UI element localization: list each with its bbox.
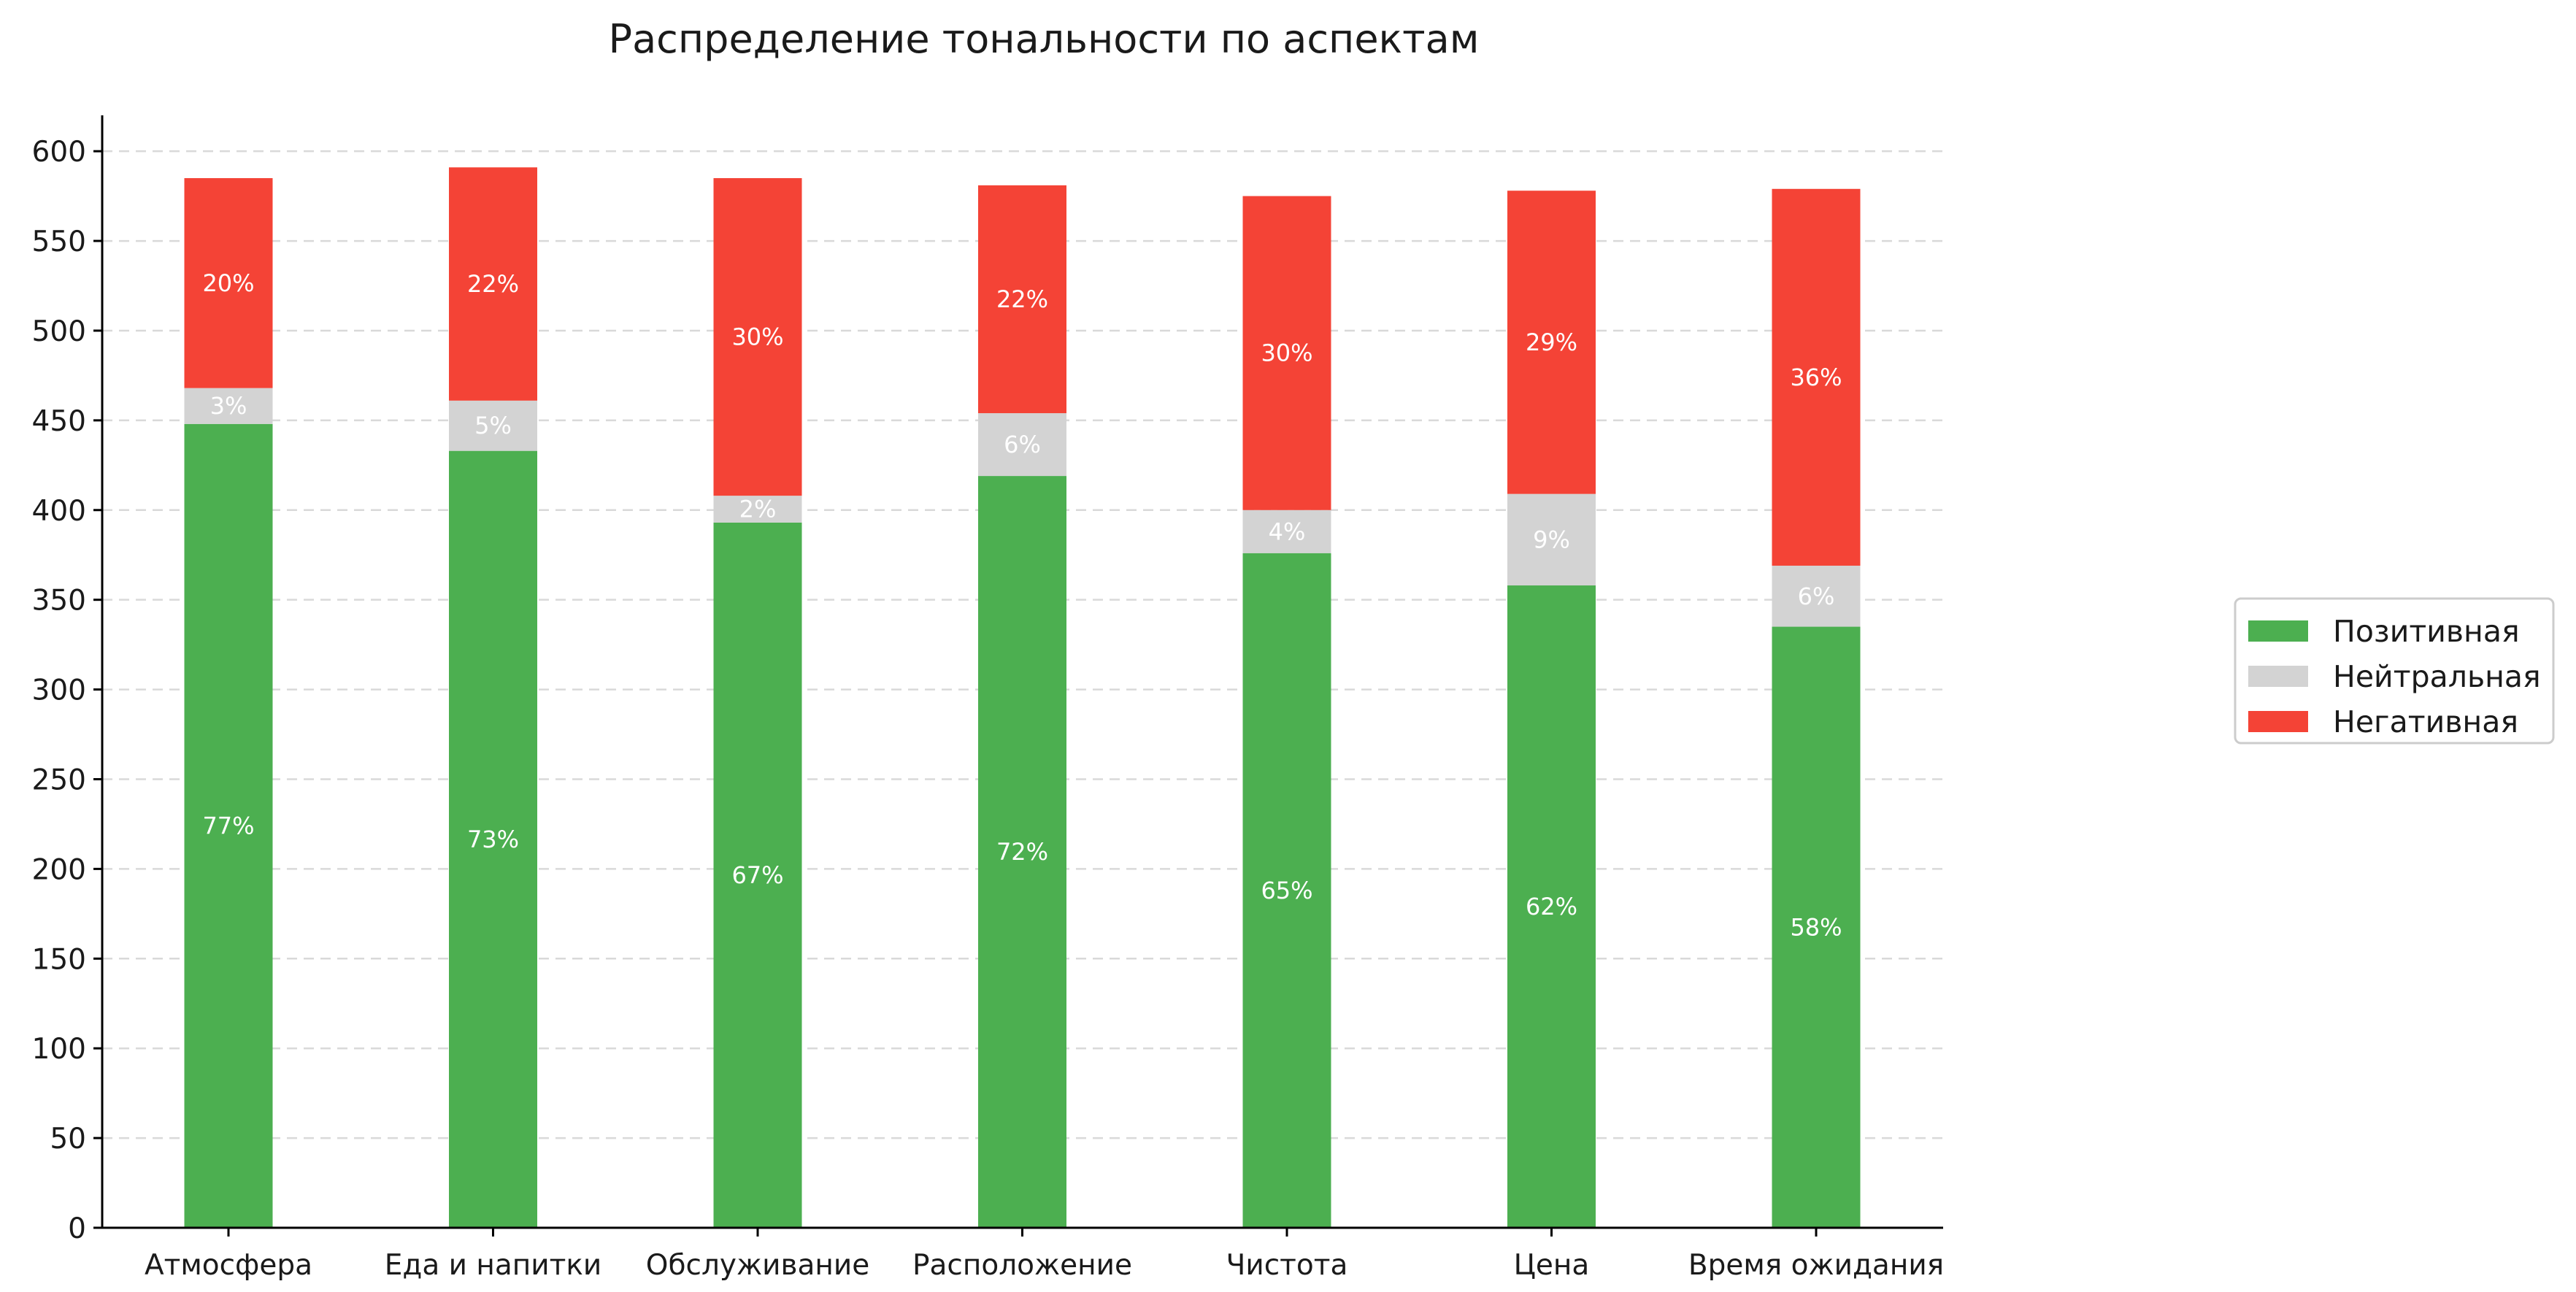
bar-segment	[1772, 188, 1861, 566]
y-tick-label: 350	[32, 585, 86, 618]
bar-value-label: 65%	[1261, 877, 1312, 904]
x-tick-label: Цена	[1514, 1249, 1590, 1282]
y-tick-label: 600	[32, 136, 86, 169]
y-tick-label: 100	[32, 1033, 86, 1066]
y-tick-label: 500	[32, 315, 86, 348]
y-tick-label: 400	[32, 495, 86, 528]
y-tick-label: 50	[50, 1123, 86, 1156]
bar-value-label: 36%	[1790, 364, 1842, 391]
bar-segment	[1507, 585, 1596, 1228]
legend-swatch	[2248, 620, 2308, 642]
legend-swatch	[2248, 711, 2308, 732]
legend-frame	[2234, 597, 2555, 745]
legend: Позитивная Нейтральная Негативная	[2234, 597, 2555, 745]
x-tick-label: Время ожидания	[1688, 1249, 1944, 1282]
bars	[184, 167, 1861, 1228]
bar-segment	[1772, 565, 1861, 627]
bar-segment	[1772, 626, 1861, 1228]
bar-value-label: 5%	[474, 412, 512, 439]
y-tick-label: 300	[32, 674, 86, 707]
bar-segment	[184, 178, 273, 388]
bar-segment	[978, 413, 1066, 477]
bar-segment	[184, 388, 273, 424]
bar-value-label: 30%	[731, 323, 783, 351]
bar-value-label: 22%	[467, 270, 519, 298]
x-tick-label: Атмосфера	[145, 1249, 312, 1282]
bar-value-label: 6%	[1004, 431, 1041, 458]
bar-value-label: 29%	[1526, 328, 1577, 356]
bar-segment	[1507, 191, 1596, 494]
bar-segment	[184, 423, 273, 1228]
bar-value-label: 77%	[202, 812, 254, 839]
x-tick-label: Обслуживание	[646, 1249, 869, 1282]
bar-segment	[978, 185, 1066, 414]
bar-segment	[1507, 493, 1596, 586]
y-tick-label: 250	[32, 764, 86, 796]
y-tick-label: 450	[32, 405, 86, 438]
bar-segment	[713, 178, 802, 496]
chart-title: Распределение тональности по аспектам	[609, 16, 1480, 62]
bar-value-label: 4%	[1269, 518, 1306, 545]
bar-segment	[449, 400, 537, 451]
x-tick-label: Чистота	[1226, 1249, 1348, 1282]
legend-label: Негативная	[2333, 704, 2518, 739]
axes: 0 50 100 150 200 250 300 350 400 450 500 550 600 Атмо…	[32, 115, 1944, 1282]
bar-segment	[449, 450, 537, 1228]
bar-value-label: 72%	[996, 838, 1048, 866]
bar-segment	[449, 167, 537, 401]
bar-segment	[1242, 553, 1331, 1228]
y-tick-label: 150	[32, 943, 86, 976]
bar-value-label: 6%	[1798, 582, 1835, 610]
bar-segment	[1242, 510, 1331, 553]
bar-value-label: 62%	[1526, 893, 1577, 920]
bar-value-label: 67%	[731, 861, 783, 889]
legend-label: Нейтральная	[2333, 659, 2541, 694]
bar-value-label: 9%	[1533, 526, 1570, 553]
bar-segment	[713, 522, 802, 1228]
bar-value-label: 20%	[202, 269, 254, 297]
bar-segment	[713, 496, 802, 523]
bar-value-label: 58%	[1790, 913, 1842, 941]
bar-value-label: 73%	[467, 826, 519, 853]
y-tick-label: 200	[32, 853, 86, 886]
legend-label: Позитивная	[2333, 614, 2520, 649]
bar-value-label: 30%	[1261, 339, 1312, 367]
bar-segment	[1242, 196, 1331, 510]
segment-labels: 77% 3% 20% 73% 5% 22% 67% 2% 30% 72% 6% 22% 65% 4% 30%…	[202, 269, 1842, 941]
y-tick-label: 0	[68, 1212, 86, 1245]
x-tick-label: Еда и напитки	[385, 1249, 602, 1282]
bar-value-label: 3%	[210, 392, 247, 420]
x-tick-label: Расположение	[912, 1249, 1132, 1282]
bar-segment	[978, 476, 1066, 1228]
y-tick-label: 550	[32, 226, 86, 258]
bar-value-label: 2%	[739, 496, 777, 523]
bar-value-label: 22%	[996, 285, 1048, 313]
legend-swatch	[2248, 666, 2308, 687]
grid-lines	[102, 150, 1943, 1139]
